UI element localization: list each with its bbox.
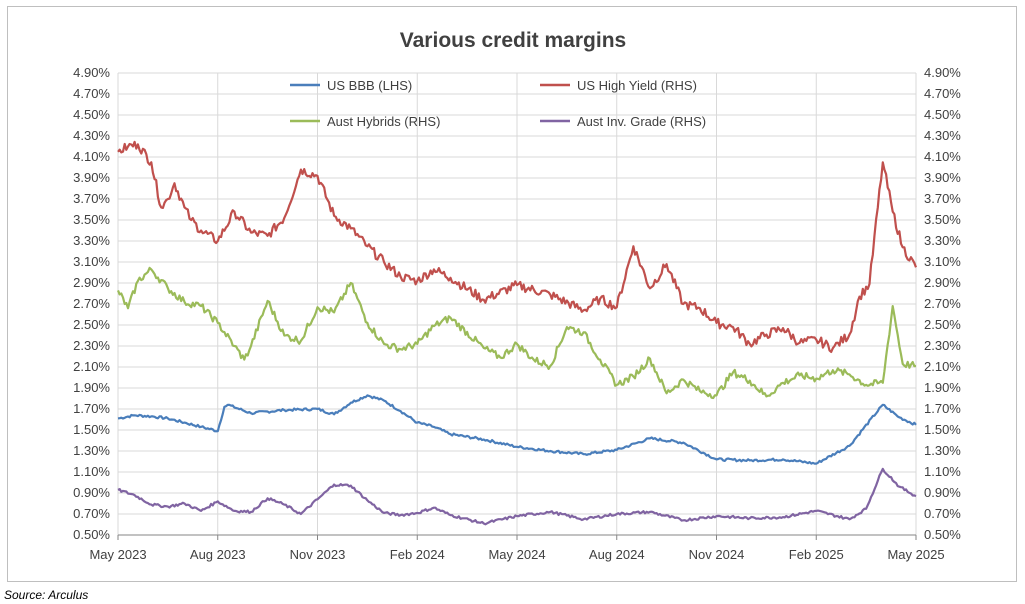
chart-canvas: Various credit margins 0.50% 0.70% 0.90% 1.… xyxy=(73,29,961,562)
y-left-tick-label: 4.90% xyxy=(73,65,110,80)
y-right-tick-label: 4.70% xyxy=(924,86,961,101)
y-right-tick-label: 2.10% xyxy=(924,359,961,374)
y-left-tick-label: 2.10% xyxy=(73,359,110,374)
x-tick-label: Feb 2024 xyxy=(390,547,445,562)
y-left-tick-label: 1.10% xyxy=(73,464,110,479)
series-line-us-high-yield-rhs xyxy=(117,140,918,353)
y-left-tick-label: 1.30% xyxy=(73,443,110,458)
y-axis-left: 0.50% 0.70% 0.90% 1.10% 1.30% 1.50% 1.70% 1.90%… xyxy=(73,65,110,542)
x-tick-label: Aug 2023 xyxy=(190,547,246,562)
x-tick-label: May 2023 xyxy=(89,547,146,562)
y-right-tick-label: 3.50% xyxy=(924,212,961,227)
y-right-tick-label: 4.10% xyxy=(924,149,961,164)
y-left-tick-label: 0.50% xyxy=(73,527,110,542)
y-left-tick-label: 2.30% xyxy=(73,338,110,353)
y-left-tick-label: 4.30% xyxy=(73,128,110,143)
grid-lines xyxy=(117,72,917,536)
y-right-tick-label: 4.90% xyxy=(924,65,961,80)
y-left-tick-label: 1.50% xyxy=(73,422,110,437)
chart-title: Various credit margins xyxy=(400,29,626,52)
y-right-tick-label: 2.70% xyxy=(924,296,961,311)
x-axis: May 2023 Aug 2023 Nov 2023 Feb 2024 May 2024… xyxy=(89,534,945,562)
y-right-tick-label: 4.50% xyxy=(924,107,961,122)
series-lines xyxy=(116,140,918,526)
y-right-tick-label: 3.10% xyxy=(924,254,961,269)
y-left-tick-label: 3.90% xyxy=(73,170,110,185)
y-right-tick-label: 1.50% xyxy=(924,422,961,437)
x-tick-label: Nov 2023 xyxy=(290,547,346,562)
y-right-tick-label: 2.50% xyxy=(924,317,961,332)
y-left-tick-label: 3.50% xyxy=(73,212,110,227)
y-right-tick-label: 4.30% xyxy=(924,128,961,143)
y-right-tick-label: 1.30% xyxy=(924,443,961,458)
y-left-tick-label: 0.90% xyxy=(73,485,110,500)
y-left-tick-label: 4.10% xyxy=(73,149,110,164)
x-tick-label: May 2025 xyxy=(887,547,944,562)
y-right-tick-label: 2.90% xyxy=(924,275,961,290)
y-left-tick-label: 3.70% xyxy=(73,191,110,206)
y-right-tick-label: 1.70% xyxy=(924,401,961,416)
series-line-aust-inv-grade-rhs xyxy=(117,467,917,526)
y-axis-right: 0.50% 0.70% 0.90% 1.10% 1.30% 1.50% 1.70% 1.90%… xyxy=(924,65,961,542)
y-left-tick-label: 3.10% xyxy=(73,254,110,269)
y-right-tick-label: 0.70% xyxy=(924,506,961,521)
y-left-tick-label: 1.70% xyxy=(73,401,110,416)
y-right-tick-label: 3.70% xyxy=(924,191,961,206)
y-left-tick-label: 1.90% xyxy=(73,380,110,395)
y-right-tick-label: 2.30% xyxy=(924,338,961,353)
y-left-tick-label: 3.30% xyxy=(73,233,110,248)
y-right-tick-label: 1.10% xyxy=(924,464,961,479)
legend-label: US High Yield (RHS) xyxy=(577,78,697,93)
legend-label: Aust Inv. Grade (RHS) xyxy=(577,114,706,129)
y-right-tick-label: 0.90% xyxy=(924,485,961,500)
y-left-tick-label: 2.50% xyxy=(73,317,110,332)
y-left-tick-label: 4.50% xyxy=(73,107,110,122)
y-right-tick-label: 0.50% xyxy=(924,527,961,542)
legend: US BBB (LHS) US High Yield (RHS) Aust Hybr… xyxy=(290,78,706,129)
chart-frame: Various credit margins 0.50% 0.70% 0.90% 1.… xyxy=(7,6,1017,582)
y-left-tick-label: 2.90% xyxy=(73,275,110,290)
x-tick-label: Nov 2024 xyxy=(689,547,745,562)
x-tick-label: Feb 2025 xyxy=(789,547,844,562)
y-left-tick-label: 0.70% xyxy=(73,506,110,521)
x-tick-label: Aug 2024 xyxy=(589,547,645,562)
legend-label: Aust Hybrids (RHS) xyxy=(327,114,440,129)
y-right-tick-label: 3.30% xyxy=(924,233,961,248)
x-tick-label: May 2024 xyxy=(488,547,545,562)
legend-label: US BBB (LHS) xyxy=(327,78,412,93)
y-left-tick-label: 2.70% xyxy=(73,296,110,311)
series-line-aust-hybrids-rhs xyxy=(116,266,917,400)
y-right-tick-label: 1.90% xyxy=(924,380,961,395)
y-right-tick-label: 3.90% xyxy=(924,170,961,185)
series-line-us-bbb-lhs xyxy=(117,394,917,465)
source-note: Source: Arculus xyxy=(4,588,89,602)
y-left-tick-label: 4.70% xyxy=(73,86,110,101)
